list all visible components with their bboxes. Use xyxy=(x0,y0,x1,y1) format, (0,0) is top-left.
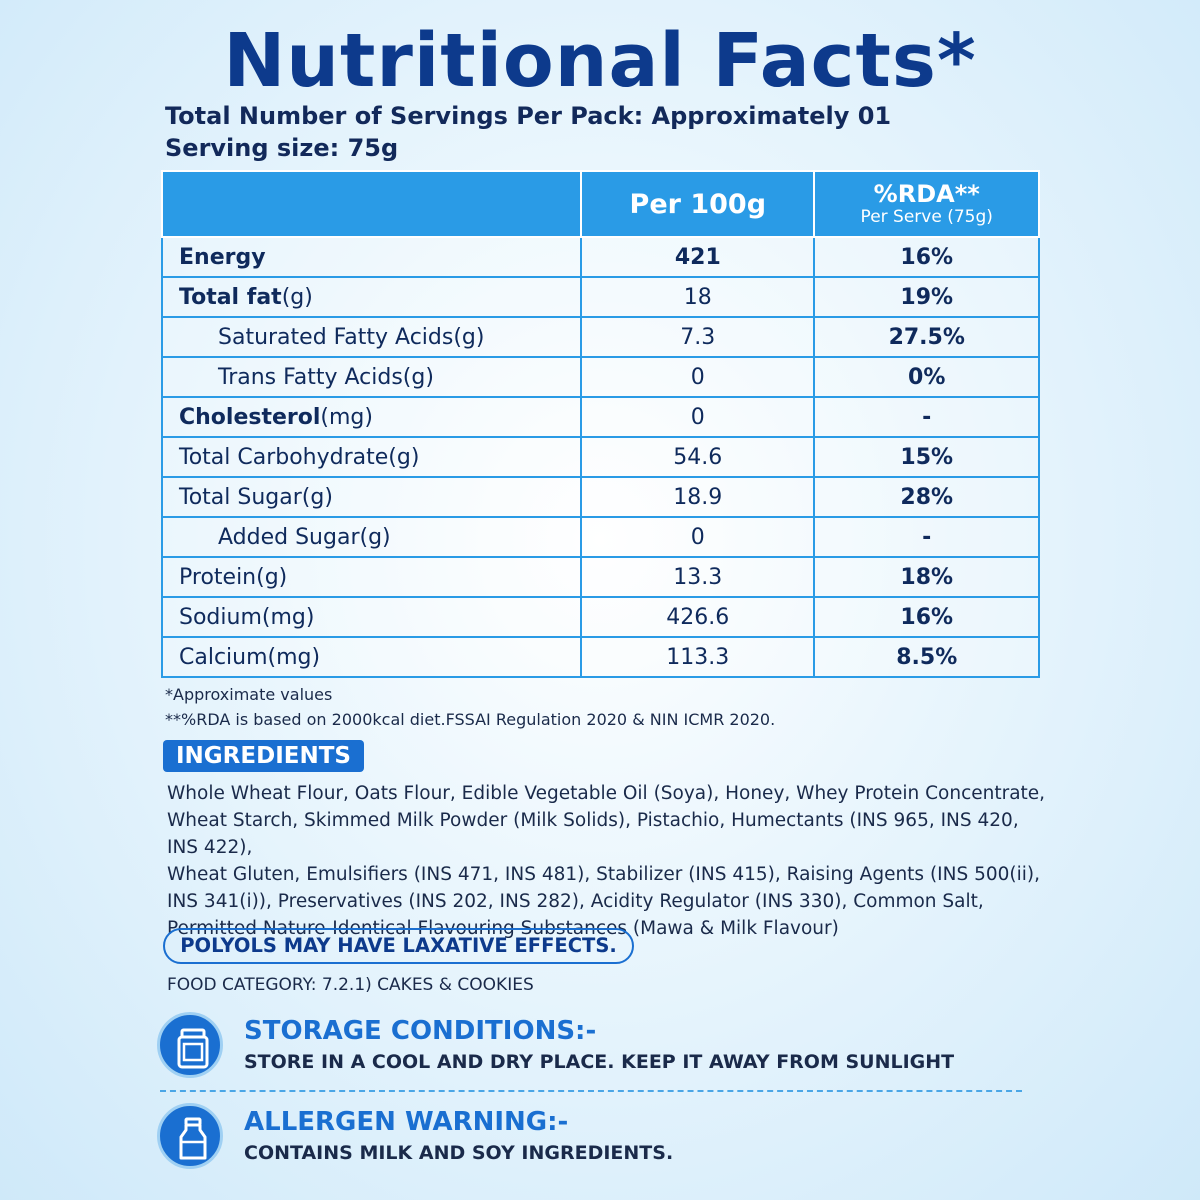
table-row: Total Sugar(g) 18.9 28% xyxy=(160,476,1040,518)
nutrient-name-bold: Energy xyxy=(179,244,266,270)
table-row: Energy 421 16% xyxy=(160,236,1040,278)
serving-size: Serving size: 75g xyxy=(165,134,399,162)
nutrient-name-rest: (g) xyxy=(281,284,313,310)
ingredients-line: INS 341(i)), Preservatives (INS 202, INS… xyxy=(167,891,984,912)
nutrient-name: Total Carbohydrate(g) xyxy=(160,436,583,478)
rda-value: 19% xyxy=(813,276,1040,318)
table-row: Protein(g) 13.3 18% xyxy=(160,556,1040,598)
ingredients-text: Whole Wheat Flour, Oats Flour, Edible Ve… xyxy=(167,780,1047,942)
nutrient-name-rest: Protein(g) xyxy=(179,564,288,590)
header-rda-label: %RDA** xyxy=(873,180,980,208)
ingredients-line: Wheat Gluten, Emulsifiers (INS 471, INS … xyxy=(167,864,1040,885)
table-row: Calcium(mg) 113.3 8.5% xyxy=(160,636,1040,678)
rda-value: 18% xyxy=(813,556,1040,598)
ingredients-line: Wheat Starch, Skimmed Milk Powder (Milk … xyxy=(167,810,1019,858)
header-nutrient xyxy=(160,170,583,238)
per-100g-value: 54.6 xyxy=(580,436,816,478)
servings-per-pack: Total Number of Servings Per Pack: Appro… xyxy=(165,102,892,130)
nutrient-name: Energy xyxy=(160,236,583,278)
table-row: Saturated Fatty Acids(g) 7.3 27.5% xyxy=(160,316,1040,358)
table-row: Sodium(mg) 426.6 16% xyxy=(160,596,1040,638)
nutrient-name-rest: Total Sugar(g) xyxy=(179,484,333,510)
rda-value: 15% xyxy=(813,436,1040,478)
nutrition-table: Per 100g %RDA** Per Serve (75g) Energy 42… xyxy=(160,170,1040,678)
rda-value: 16% xyxy=(813,596,1040,638)
ingredients-line: Whole Wheat Flour, Oats Flour, Edible Ve… xyxy=(167,783,1046,804)
header-rda-sub: Per Serve (75g) xyxy=(860,207,993,227)
nutrient-name-rest: Trans Fatty Acids(g) xyxy=(218,364,434,390)
header-per-100g: Per 100g xyxy=(580,170,816,238)
nutrient-name: Protein(g) xyxy=(160,556,583,598)
rda-value: 8.5% xyxy=(813,636,1040,678)
nutrient-name: Total fat(g) xyxy=(160,276,583,318)
rda-value: - xyxy=(813,396,1040,438)
nutrient-name: Trans Fatty Acids(g) xyxy=(160,356,583,398)
table-row: Total Carbohydrate(g) 54.6 15% xyxy=(160,436,1040,478)
per-100g-value: 0 xyxy=(580,516,816,558)
nutrient-name: Added Sugar(g) xyxy=(160,516,583,558)
table-row: Trans Fatty Acids(g) 0 0% xyxy=(160,356,1040,398)
storage-heading: STORAGE CONDITIONS:- xyxy=(244,1016,597,1046)
nutrient-name: Cholesterol(mg) xyxy=(160,396,583,438)
ingredients-badge: INGREDIENTS xyxy=(163,740,364,772)
nutrient-name: Calcium(mg) xyxy=(160,636,583,678)
section-divider xyxy=(160,1090,1022,1092)
table-row: Cholesterol(mg) 0- xyxy=(160,396,1040,438)
nutrient-name-bold: Total fat xyxy=(179,284,282,310)
table-header-row: Per 100g %RDA** Per Serve (75g) xyxy=(160,170,1040,238)
table-row: Added Sugar(g) 0- xyxy=(160,516,1040,558)
rda-value: 28% xyxy=(813,476,1040,518)
rda-value: - xyxy=(813,516,1040,558)
per-100g-value: 0 xyxy=(580,356,816,398)
nutrient-name-rest: Sodium(mg) xyxy=(179,604,315,630)
storage-jar-icon xyxy=(157,1012,223,1078)
table-row: Total fat(g) 18 19% xyxy=(160,276,1040,318)
per-100g-value: 7.3 xyxy=(580,316,816,358)
nutrient-name-rest: (mg) xyxy=(320,404,373,430)
nutrient-name: Sodium(mg) xyxy=(160,596,583,638)
per-100g-value: 421 xyxy=(580,236,816,278)
per-100g-value: 18 xyxy=(580,276,816,318)
allergen-text: CONTAINS MILK AND SOY INGREDIENTS. xyxy=(244,1142,674,1164)
rda-value: 27.5% xyxy=(813,316,1040,358)
per-100g-value: 426.6 xyxy=(580,596,816,638)
header-rda: %RDA** Per Serve (75g) xyxy=(813,170,1040,238)
nutrient-name-rest: Saturated Fatty Acids(g) xyxy=(218,324,485,350)
rda-note: **%RDA is based on 2000kcal diet.FSSAI R… xyxy=(165,710,776,729)
storage-text: STORE IN A COOL AND DRY PLACE. KEEP IT A… xyxy=(244,1051,955,1073)
per-100g-value: 113.3 xyxy=(580,636,816,678)
approx-note: *Approximate values xyxy=(165,685,333,704)
nutrient-name-rest: Total Carbohydrate(g) xyxy=(179,444,420,470)
rda-value: 0% xyxy=(813,356,1040,398)
per-100g-value: 18.9 xyxy=(580,476,816,518)
per-100g-value: 0 xyxy=(580,396,816,438)
milk-bottle-icon xyxy=(157,1103,223,1169)
per-100g-value: 13.3 xyxy=(580,556,816,598)
nutrient-name-rest: Added Sugar(g) xyxy=(218,524,391,550)
allergen-heading: ALLERGEN WARNING:- xyxy=(244,1107,569,1137)
rda-value: 16% xyxy=(813,236,1040,278)
polyols-warning: POLYOLS MAY HAVE LAXATIVE EFFECTS. xyxy=(163,928,634,964)
nutrient-name: Total Sugar(g) xyxy=(160,476,583,518)
nutrient-name-rest: Calcium(mg) xyxy=(179,644,321,670)
nutrient-name-bold: Cholesterol xyxy=(179,404,321,430)
food-category: FOOD CATEGORY: 7.2.1) CAKES & COOKIES xyxy=(167,975,534,995)
nutrient-name: Saturated Fatty Acids(g) xyxy=(160,316,583,358)
page-title: Nutritional Facts* xyxy=(223,18,977,104)
